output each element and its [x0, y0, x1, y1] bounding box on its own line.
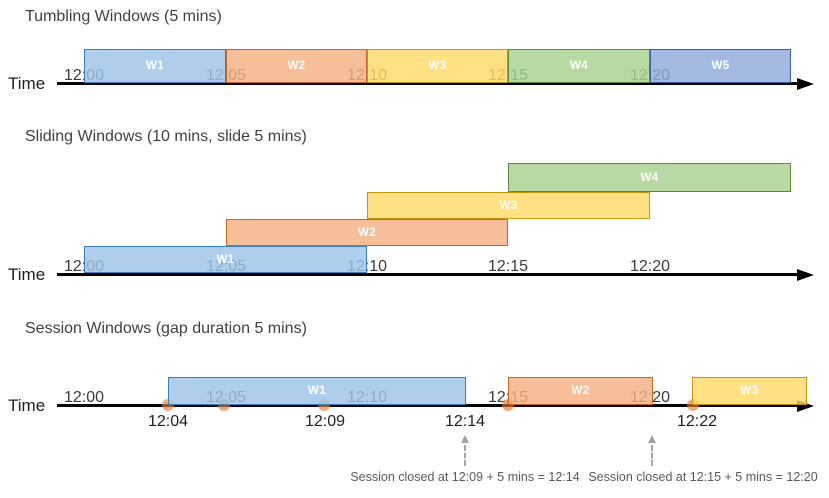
time-axis-label: Time [8, 396, 46, 415]
window-label: W3 [740, 385, 759, 397]
sliding-section-title: Sliding Windows (10 mins, slide 5 mins) [25, 128, 307, 145]
event-time-label: 12:22 [676, 413, 718, 430]
session-closed-note: Session closed at 12:15 + 5 mins = 12:20 [588, 470, 818, 484]
tumbling-section-title: Tumbling Windows (5 mins) [25, 8, 222, 25]
window-w1: W1 [84, 49, 226, 83]
time-axis-arrowhead-icon [797, 77, 814, 90]
window-label: W5 [711, 60, 730, 72]
window-w3: W3 [367, 49, 508, 83]
annotation-arrow-icon [648, 435, 656, 466]
session-closed-note: Session closed at 12:09 + 5 mins = 12:14 [350, 470, 580, 484]
time-axis-line [57, 82, 798, 85]
time-axis-line [57, 273, 798, 276]
time-axis-label: Time [8, 74, 46, 93]
window-w2: W2 [508, 377, 653, 405]
window-w4: W4 [508, 163, 791, 192]
window-label: W2 [357, 226, 377, 239]
window-w2: W2 [226, 219, 508, 246]
event-time-label: 12:04 [147, 413, 189, 430]
window-label: W1 [307, 385, 327, 397]
tick-label: 12:15 [487, 258, 529, 275]
session-section-title: Session Windows (gap duration 5 mins) [25, 320, 307, 337]
window-w1: W1 [84, 246, 367, 273]
window-label: W3 [499, 199, 518, 212]
arrow-dashed-line [651, 445, 653, 466]
window-label: W4 [569, 60, 589, 72]
window-label: W2 [287, 60, 306, 72]
time-axis-line [57, 404, 798, 407]
window-w4: W4 [508, 49, 650, 83]
event-time-label: 12:09 [304, 413, 346, 430]
event-time-label: 12:14 [444, 413, 486, 430]
window-w3: W3 [367, 192, 650, 219]
time-axis-arrowhead-icon [797, 268, 814, 281]
window-w3: W3 [692, 377, 807, 405]
arrow-up-head-icon [648, 435, 656, 443]
window-label: W1 [216, 253, 235, 266]
window-label: W4 [640, 171, 659, 184]
arrow-dashed-line [464, 445, 466, 466]
tick-label: 12:00 [63, 389, 105, 406]
window-label: W1 [145, 60, 165, 72]
window-w2: W2 [226, 49, 367, 83]
window-label: W2 [571, 385, 590, 397]
annotation-arrow-icon [461, 435, 469, 466]
window-w5: W5 [650, 49, 791, 83]
arrow-up-head-icon [461, 435, 469, 443]
tick-label: 12:20 [629, 258, 671, 275]
window-label: W3 [428, 60, 447, 72]
window-w1: W1 [168, 377, 466, 405]
time-axis-label: Time [8, 265, 46, 284]
